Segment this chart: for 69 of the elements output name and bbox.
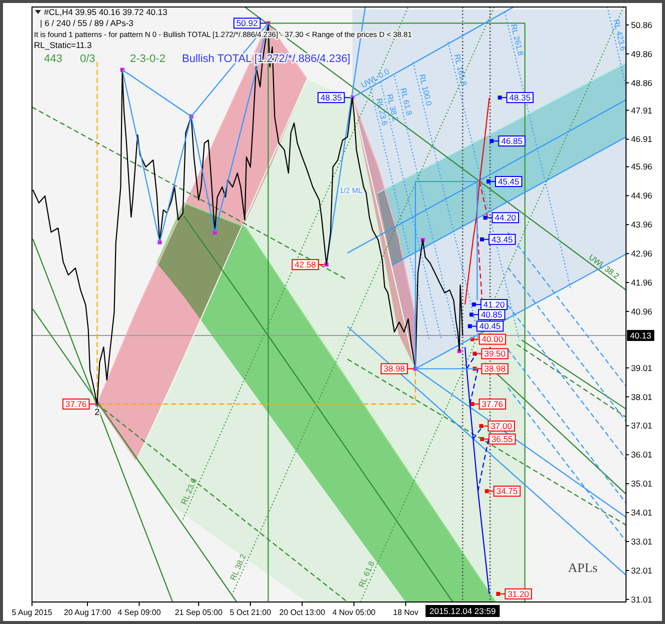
ref-line-label: 40.13 [630, 330, 652, 340]
y-tick-label: 43.96 [631, 220, 653, 230]
annotation: 2-3-0-2 [130, 53, 166, 65]
annotation: 0/3 [80, 53, 96, 65]
annotation: | 6 / 240 / 55 / 89 / APs-3 [40, 18, 134, 28]
data-label: 45.45 [498, 176, 520, 186]
y-tick-label: 48.86 [631, 78, 653, 88]
x-tick-label: 4 Sep 09:00 [118, 608, 162, 617]
y-tick-label: 35.01 [631, 478, 653, 489]
y-tick-label: 38.01 [631, 392, 653, 402]
y-tick-label: 41.96 [631, 277, 653, 288]
y-tick-label: 33.01 [631, 536, 653, 546]
data-label: 34.75 [496, 486, 518, 496]
text: RL 23.6 [374, 97, 390, 127]
y-tick-label: 47.91 [631, 105, 653, 116]
annotation: RL_Static=11.3 [34, 40, 92, 50]
data-label: 48.35 [320, 92, 342, 103]
x-tick-label: 18 Nov [393, 608, 418, 617]
data-label: 43.45 [492, 234, 514, 244]
y-tick-label: 34.01 [631, 508, 653, 518]
data-label: 37.76 [65, 399, 87, 410]
x-tick-label: 20 Aug 17:00 [64, 608, 112, 617]
text: UWL 0.0 [360, 66, 392, 90]
data-label: 38.98 [484, 364, 506, 374]
text: RL 261.8 [508, 23, 526, 58]
data-label: 38.98 [384, 364, 406, 374]
annotation: 2 [94, 407, 100, 418]
x-tick-label: 20 Oct 13:00 [279, 608, 326, 617]
data-label: 41.20 [483, 299, 505, 310]
data-label: 36.55 [492, 434, 514, 444]
data-label: 40.85 [481, 310, 503, 320]
data-label: 40.00 [482, 334, 504, 344]
x-tick-label: 4 Nov 05:00 [332, 608, 376, 617]
text: RL 161.8 [452, 53, 469, 88]
y-tick-label: 40.96 [631, 306, 653, 316]
y-tick-label: 50.86 [631, 20, 653, 30]
data-label: 37.00 [490, 421, 512, 432]
data-label: 46.85 [501, 136, 523, 146]
chart-title: #CL,H4 39.95 40.16 39.72 40.13 [44, 7, 168, 17]
x-tick-label: 21 Sep 05:00 [174, 608, 223, 617]
text: RL 423.6 [612, 18, 628, 52]
y-tick-label: 39.01 [631, 362, 653, 373]
text: RL 100.0 [417, 73, 434, 108]
data-label: 50.92 [236, 18, 258, 28]
y-tick-label: 45.96 [631, 162, 653, 172]
y-tick-label: 32.01 [631, 565, 653, 576]
text: RL 38.2 [228, 552, 248, 582]
text: RL 23.6 [179, 476, 199, 506]
x-tick-label: 5 Oct 21:00 [230, 608, 272, 617]
y-tick-label: 49.86 [631, 48, 653, 59]
x-tick-label: 5 Aug 2015 [12, 608, 53, 617]
y-tick-label: 37.01 [631, 420, 653, 431]
y-tick-label: 36.01 [631, 450, 653, 460]
annotation: 443 [44, 53, 62, 65]
text: RL 61.8 [398, 87, 414, 117]
ref-line-label: 2015.12.04 23:59 [430, 606, 496, 616]
data-label: 31.20 [508, 588, 530, 599]
y-tick-label: 44.96 [631, 190, 653, 201]
data-label: 42.58 [294, 260, 316, 270]
text: RL 61.8 [356, 559, 377, 589]
y-tick-label: 46.91 [631, 134, 653, 144]
data-label: 39.50 [484, 348, 506, 359]
y-tick-label: 31.01 [631, 594, 653, 604]
data-label: 40.45 [479, 321, 501, 332]
data-label: 37.76 [482, 399, 504, 410]
data-label: 48.35 [509, 92, 531, 103]
data-label: 44.20 [494, 212, 516, 223]
annotation: APLs [568, 560, 598, 575]
y-tick-label: 42.96 [631, 248, 653, 259]
